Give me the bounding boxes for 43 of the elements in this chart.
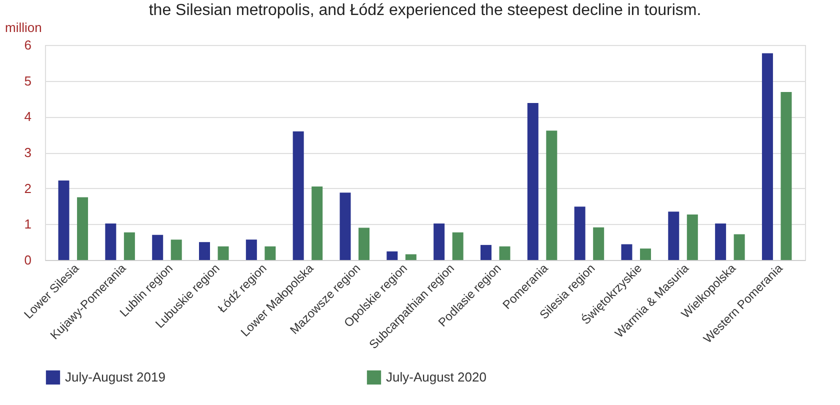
bar (218, 246, 229, 260)
bar (527, 103, 538, 260)
bar (386, 251, 398, 260)
y-tick-label: 6 (24, 38, 32, 52)
chart-title: the Silesian metropolis, and Łódź experienced the steepest decline in tourism. (148, 2, 702, 19)
bar (686, 214, 698, 260)
y-tick-label: 3 (24, 145, 32, 160)
bar (452, 232, 464, 260)
legend-label: July-August 2020 (386, 369, 486, 384)
bar (405, 254, 416, 260)
bar (152, 234, 164, 260)
y-tick-label: 0 (24, 252, 32, 268)
bar (480, 244, 492, 260)
bar (762, 53, 773, 260)
bar (574, 206, 586, 260)
bar (199, 242, 210, 260)
bar (340, 192, 351, 260)
bar (312, 186, 323, 260)
y-tick-label: 2 (24, 180, 32, 196)
bar (780, 92, 792, 260)
bar (668, 212, 680, 260)
bar (621, 244, 632, 260)
bar (593, 227, 604, 260)
bar (715, 223, 726, 260)
bar (546, 130, 558, 260)
bar (124, 232, 135, 260)
bar (292, 131, 304, 260)
y-axis-title: million (5, 20, 42, 35)
bar (434, 223, 445, 260)
bar (246, 240, 257, 260)
bar (264, 246, 276, 260)
bar (170, 240, 182, 260)
bar (58, 180, 70, 260)
bar (77, 197, 88, 260)
y-tick-label: 1 (24, 216, 32, 232)
bar (640, 248, 651, 260)
bar (734, 234, 745, 260)
bar (499, 246, 510, 260)
bar (105, 223, 116, 260)
bar (358, 228, 370, 260)
y-tick-label: 5 (24, 73, 32, 88)
y-tick-label: 4 (24, 109, 32, 124)
legend-label: July-August 2019 (65, 369, 166, 384)
